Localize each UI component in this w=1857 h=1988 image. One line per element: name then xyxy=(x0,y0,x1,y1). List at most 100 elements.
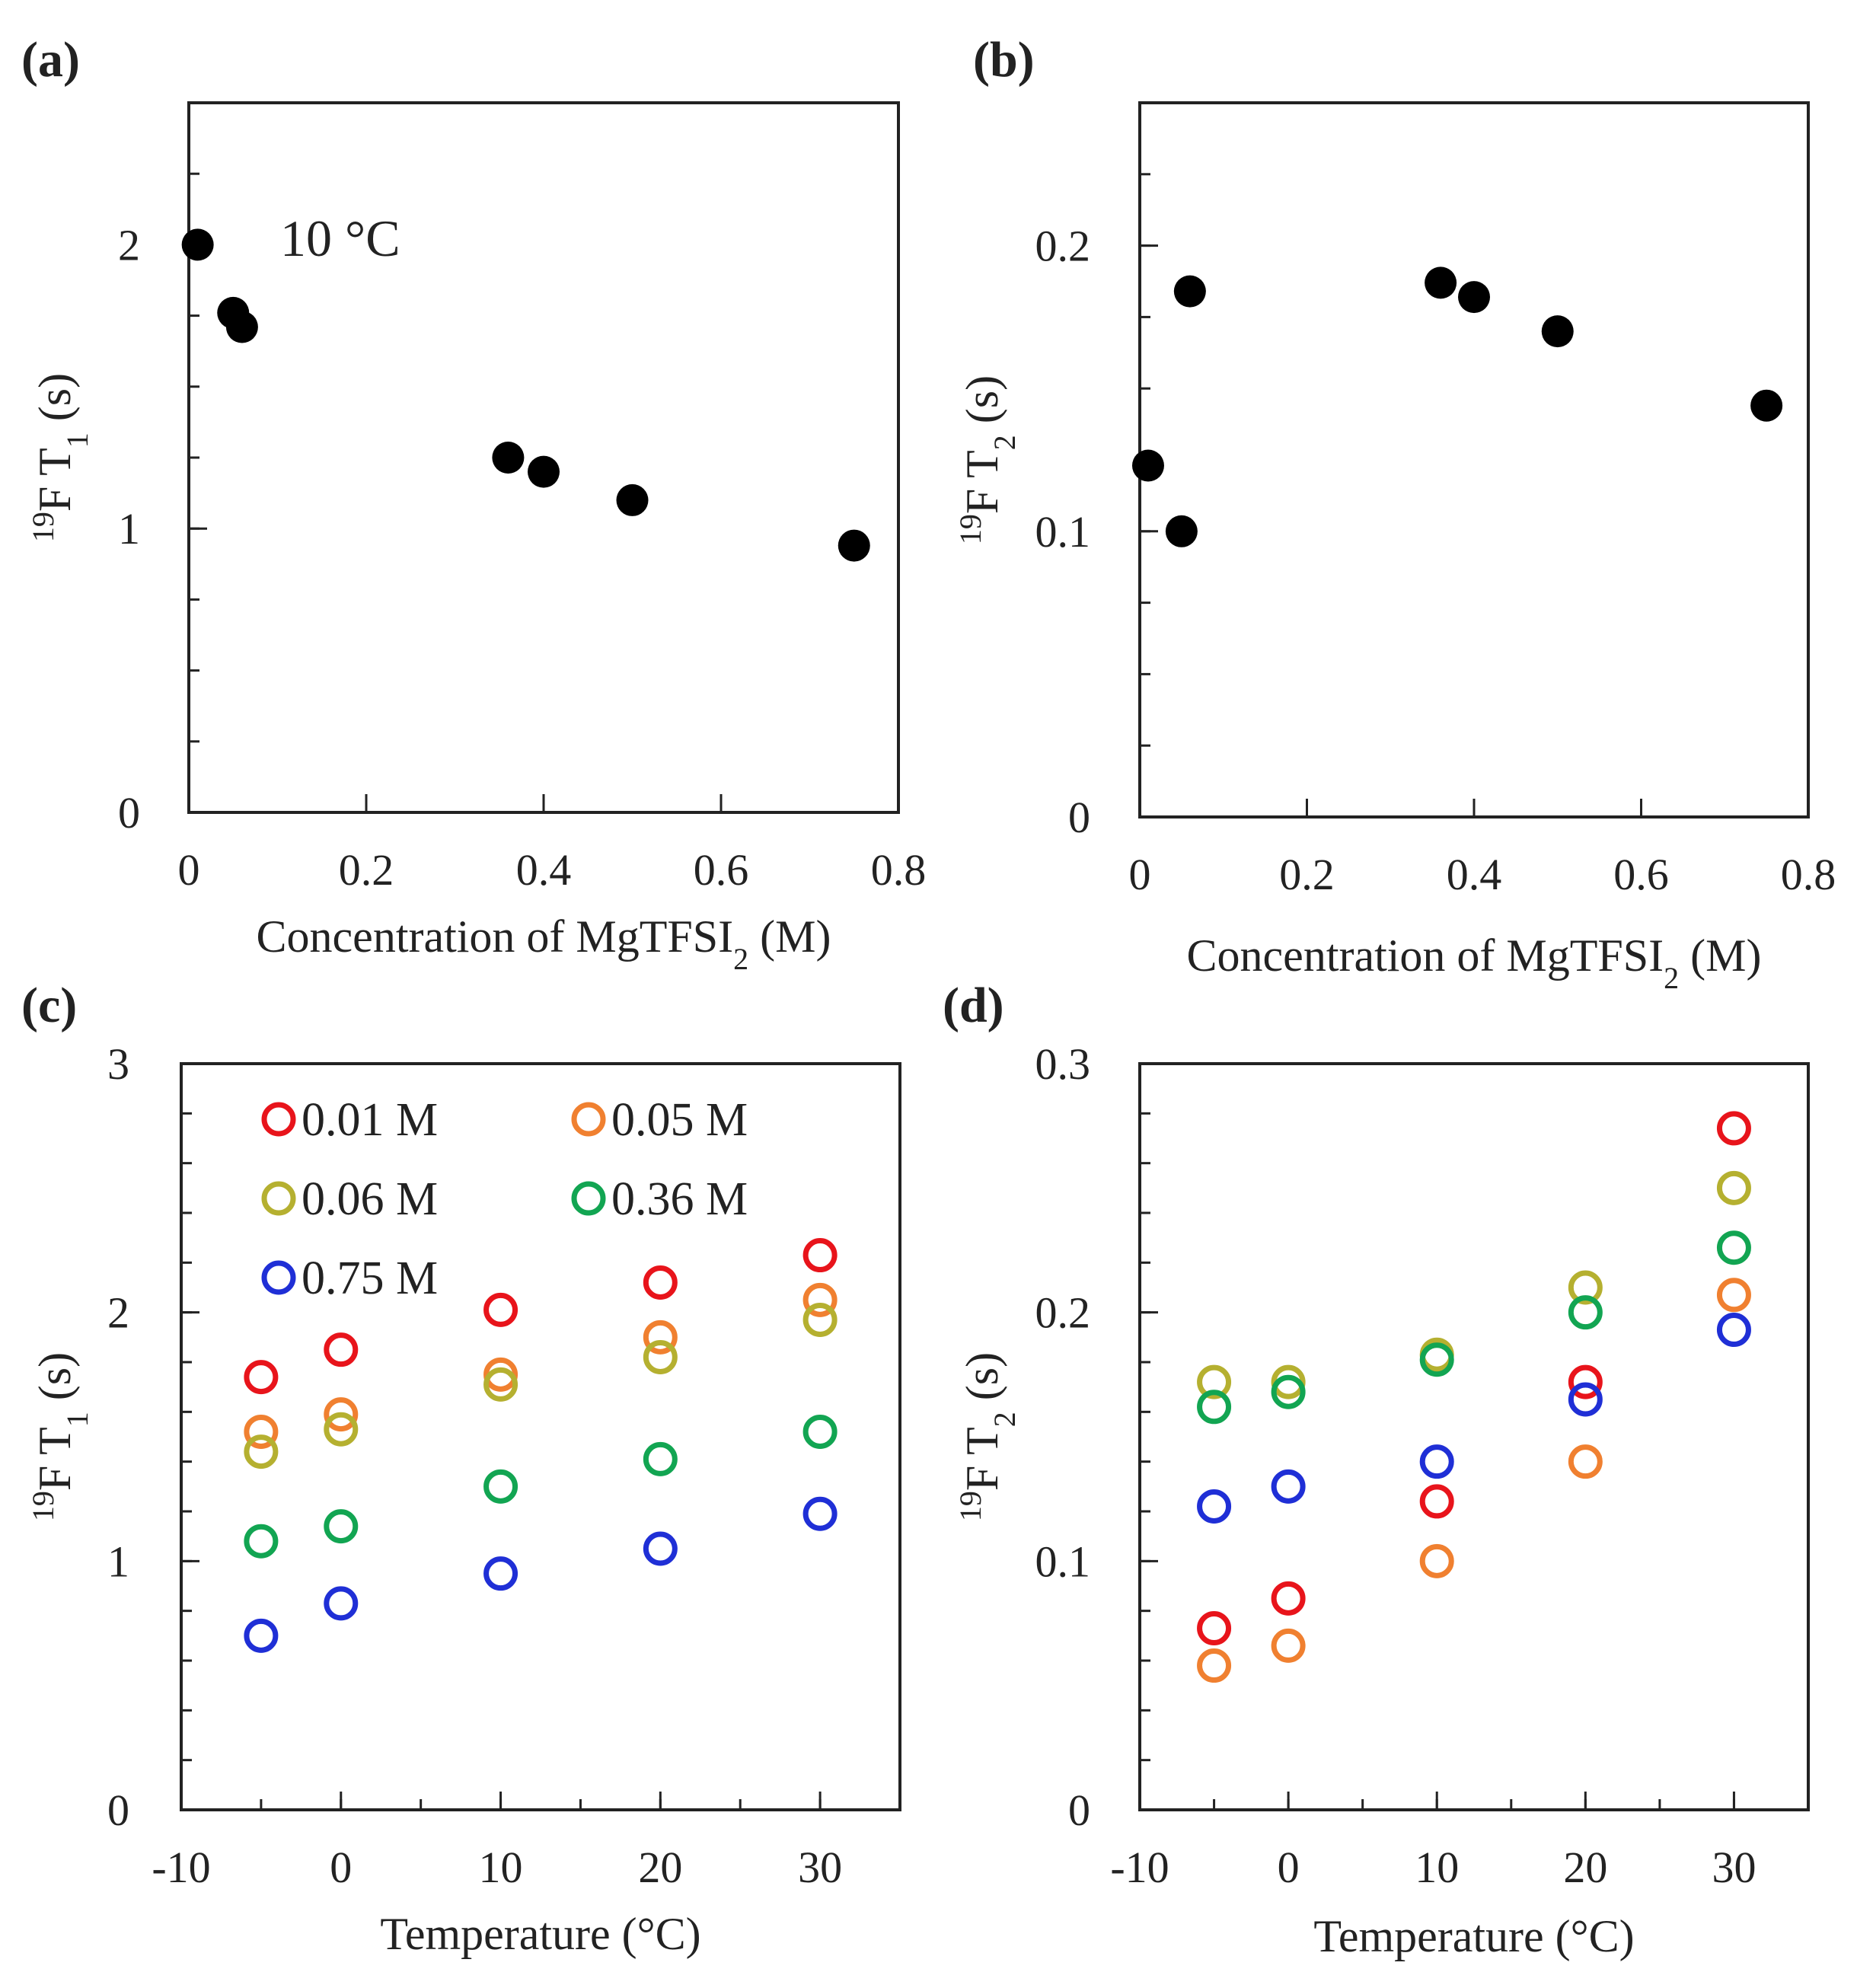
series-5 xyxy=(244,1496,838,1653)
y-axis-title: 19F T2 (s) xyxy=(953,1352,1022,1521)
x-axis-title: Temperature (°C) xyxy=(1313,1911,1634,1961)
data-point xyxy=(1750,389,1783,422)
series-4 xyxy=(1197,1230,1751,1425)
data-point xyxy=(492,442,525,474)
panel-3: (c) 0 1 2 3 -10 0 10 20 30 Temperature (°C) 19F T1 … xyxy=(21,978,901,1959)
data-point xyxy=(1197,1489,1232,1524)
legend-marker xyxy=(261,1102,296,1137)
series-1 xyxy=(244,1238,838,1395)
legend-marker xyxy=(261,1181,296,1216)
series-1 xyxy=(1131,266,1783,547)
panel-1: (a) 0 1 2 0 0.2 0.4 0.6 0.8 Concentration of MgTF… xyxy=(21,32,926,976)
data-point xyxy=(244,1434,279,1469)
data-point xyxy=(225,311,258,343)
data-point xyxy=(1197,1611,1232,1646)
legend-marker xyxy=(571,1181,606,1216)
data-point xyxy=(324,1332,359,1367)
data-point xyxy=(1568,1364,1603,1399)
data-point xyxy=(1458,281,1490,314)
data-point xyxy=(643,1531,678,1566)
y-axis-title: 19F T2 (s) xyxy=(953,375,1022,544)
y-tick-label: 1 xyxy=(118,504,140,554)
data-point xyxy=(1568,1270,1603,1305)
legend-marker xyxy=(261,1260,296,1295)
y-tick-label: 1 xyxy=(107,1536,129,1586)
legend-marker xyxy=(571,1102,606,1137)
series-2 xyxy=(1197,1278,1751,1683)
y-tick-label: 2 xyxy=(118,220,140,270)
data-point xyxy=(643,1339,678,1374)
data-point xyxy=(1419,1444,1454,1479)
x-tick-label: 0.8 xyxy=(871,845,927,895)
y-tick-label: 0 xyxy=(107,1785,129,1835)
panel-4: (d) 0 0.1 0.2 0.3 -10 0 10 20 30 Temperature (°C) 1… xyxy=(943,978,1810,1961)
x-tick-label: 20 xyxy=(638,1843,682,1892)
series-1 xyxy=(181,228,870,562)
data-point xyxy=(483,1556,518,1591)
data-point xyxy=(1173,275,1206,308)
data-point xyxy=(244,1414,279,1449)
y-tick-label: 2 xyxy=(107,1288,129,1338)
legend-label: 0.05 M xyxy=(611,1094,748,1146)
data-point xyxy=(483,1469,518,1504)
panel-label: (a) xyxy=(21,32,80,88)
data-point xyxy=(1419,1543,1454,1578)
panel-label: (b) xyxy=(973,32,1035,88)
data-point xyxy=(616,483,649,516)
data-point xyxy=(324,1397,359,1432)
series-1 xyxy=(1197,1111,1751,1646)
y-tick-label: 0.2 xyxy=(1035,222,1091,271)
series-4 xyxy=(244,1414,838,1559)
data-point xyxy=(244,1618,279,1653)
data-point xyxy=(1197,1364,1232,1399)
series-5 xyxy=(1197,1313,1751,1524)
x-tick-label: 0.2 xyxy=(1279,850,1335,899)
panel-label: (d) xyxy=(943,978,1004,1033)
plot-frame xyxy=(1138,1062,1810,1811)
series-2 xyxy=(244,1282,838,1449)
x-tick-label: 0 xyxy=(330,1843,352,1892)
series-3 xyxy=(244,1302,838,1469)
series-3 xyxy=(1197,1170,1751,1399)
data-point xyxy=(1165,515,1198,547)
legend-label: 0.06 M xyxy=(302,1173,438,1225)
data-point xyxy=(1716,1313,1751,1348)
x-axis-title: Concentration of MgTFSI2 (M) xyxy=(1187,930,1762,995)
x-tick-label: 0.2 xyxy=(339,845,394,895)
data-point xyxy=(483,1367,518,1402)
data-point xyxy=(244,1360,279,1395)
y-tick-label: 0 xyxy=(1068,793,1090,842)
data-point xyxy=(1131,449,1164,482)
data-point xyxy=(324,1412,359,1447)
data-point xyxy=(244,1524,279,1559)
data-point xyxy=(1419,1342,1454,1377)
data-point xyxy=(643,1265,678,1300)
data-point xyxy=(643,1319,678,1355)
data-point xyxy=(1568,1382,1603,1417)
data-point xyxy=(1197,1390,1232,1425)
data-point xyxy=(1716,1278,1751,1313)
x-tick-label: 10 xyxy=(479,1843,523,1892)
data-point xyxy=(324,1509,359,1544)
plot-frame xyxy=(1138,101,1810,818)
x-tick-label: 0.8 xyxy=(1781,850,1836,899)
x-tick-label: 0 xyxy=(1129,850,1151,899)
data-point xyxy=(802,1496,838,1531)
y-axis-title: 19F T1 (s) xyxy=(26,373,94,542)
data-point xyxy=(483,1357,518,1392)
legend: 0.01 M 0.05 M 0.06 M 0.36 M 0.75 M xyxy=(261,1094,748,1304)
x-tick-label: -10 xyxy=(152,1843,210,1892)
y-tick-label: 3 xyxy=(107,1039,129,1089)
y-tick-label: 0 xyxy=(1068,1785,1090,1835)
plot-frame xyxy=(180,1062,901,1811)
data-point xyxy=(1568,1444,1603,1479)
y-tick-label: 0.1 xyxy=(1035,507,1091,557)
y-tick-label: 0.2 xyxy=(1035,1288,1091,1338)
legend-label: 0.75 M xyxy=(302,1252,438,1304)
data-point xyxy=(1419,1484,1454,1519)
data-point xyxy=(1271,1364,1306,1399)
y-tick-label: 0 xyxy=(118,788,140,838)
data-point xyxy=(324,1586,359,1621)
data-point xyxy=(1716,1170,1751,1205)
y-tick-label: 0.1 xyxy=(1035,1536,1091,1586)
